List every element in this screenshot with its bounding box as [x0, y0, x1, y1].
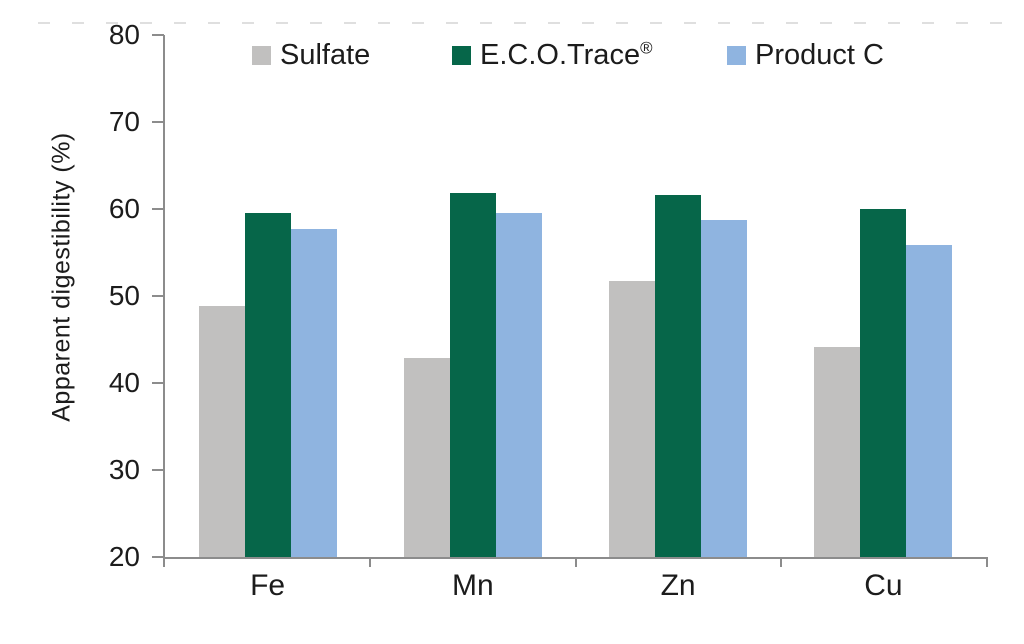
x-tick-mark-0 [163, 557, 165, 567]
bar-e-c-o-trace-fe [244, 213, 291, 557]
bar-group-cu [781, 35, 986, 557]
bar-e-c-o-trace-mn [449, 193, 496, 557]
x-axis-labels: Fe Mn Zn Cu [165, 570, 986, 602]
y-tick-label-60: 60 [108, 193, 140, 224]
y-tick-label-20: 20 [108, 541, 140, 572]
x-tick-mark-1 [369, 557, 371, 567]
bar-product-c-mn [495, 212, 542, 557]
y-tick-mark-20 [152, 556, 164, 558]
legend-item-product-c: Product C [727, 40, 884, 70]
y-tick-label-30: 30 [108, 454, 140, 485]
y-tick-mark-40 [152, 382, 164, 384]
y-tick-label-50: 50 [108, 280, 140, 311]
bar-group-mn [370, 35, 575, 557]
y-tick-label-40: 40 [108, 367, 140, 398]
registered-trademark-symbol: ® [640, 38, 653, 58]
y-tick-mark-70 [152, 121, 164, 123]
legend-swatch-e-c-o-trace [452, 45, 471, 65]
bar-group-zn [576, 35, 781, 557]
bar-sulfate-cu [814, 346, 861, 557]
bar-e-c-o-trace-zn [655, 195, 702, 557]
y-tick-label-70: 70 [108, 106, 140, 137]
x-label-fe: Fe [250, 569, 286, 602]
bar-product-c-cu [906, 244, 953, 557]
y-tick-mark-80 [152, 34, 164, 36]
bar-product-c-zn [701, 220, 748, 557]
y-tick-mark-50 [152, 295, 164, 297]
y-tick-label-80: 80 [108, 19, 140, 50]
plot-area [163, 35, 986, 559]
bar-group-fe [165, 35, 370, 557]
y-tick-mark-30 [152, 469, 164, 471]
x-label-cu: Cu [864, 569, 903, 602]
legend-label-product-c: Product C [755, 39, 884, 71]
y-tick-mark-60 [152, 208, 164, 210]
legend-item-sulfate: Sulfate [252, 40, 370, 70]
x-tick-mark-2 [575, 557, 577, 567]
bar-product-c-fe [290, 229, 337, 557]
bar-sulfate-zn [609, 281, 656, 557]
top-border-dashed-line [38, 22, 1016, 24]
bar-e-c-o-trace-cu [860, 209, 907, 557]
x-label-mn: Mn [452, 569, 494, 602]
x-label-zn: Zn [660, 569, 696, 602]
x-tick-mark-3 [780, 557, 782, 567]
bar-sulfate-fe [198, 306, 245, 557]
legend-label-sulfate: Sulfate [280, 39, 371, 71]
bar-sulfate-mn [403, 357, 450, 557]
legend-swatch-sulfate [252, 45, 271, 65]
x-tick-mark-4 [986, 557, 988, 567]
legend-item-e-c-o-trace: E.C.O.Trace® [452, 38, 653, 71]
legend-swatch-product-c [727, 45, 746, 65]
bar-groups-container [165, 35, 986, 557]
legend-label-e-c-o-trace: E.C.O.Trace® [480, 38, 653, 71]
